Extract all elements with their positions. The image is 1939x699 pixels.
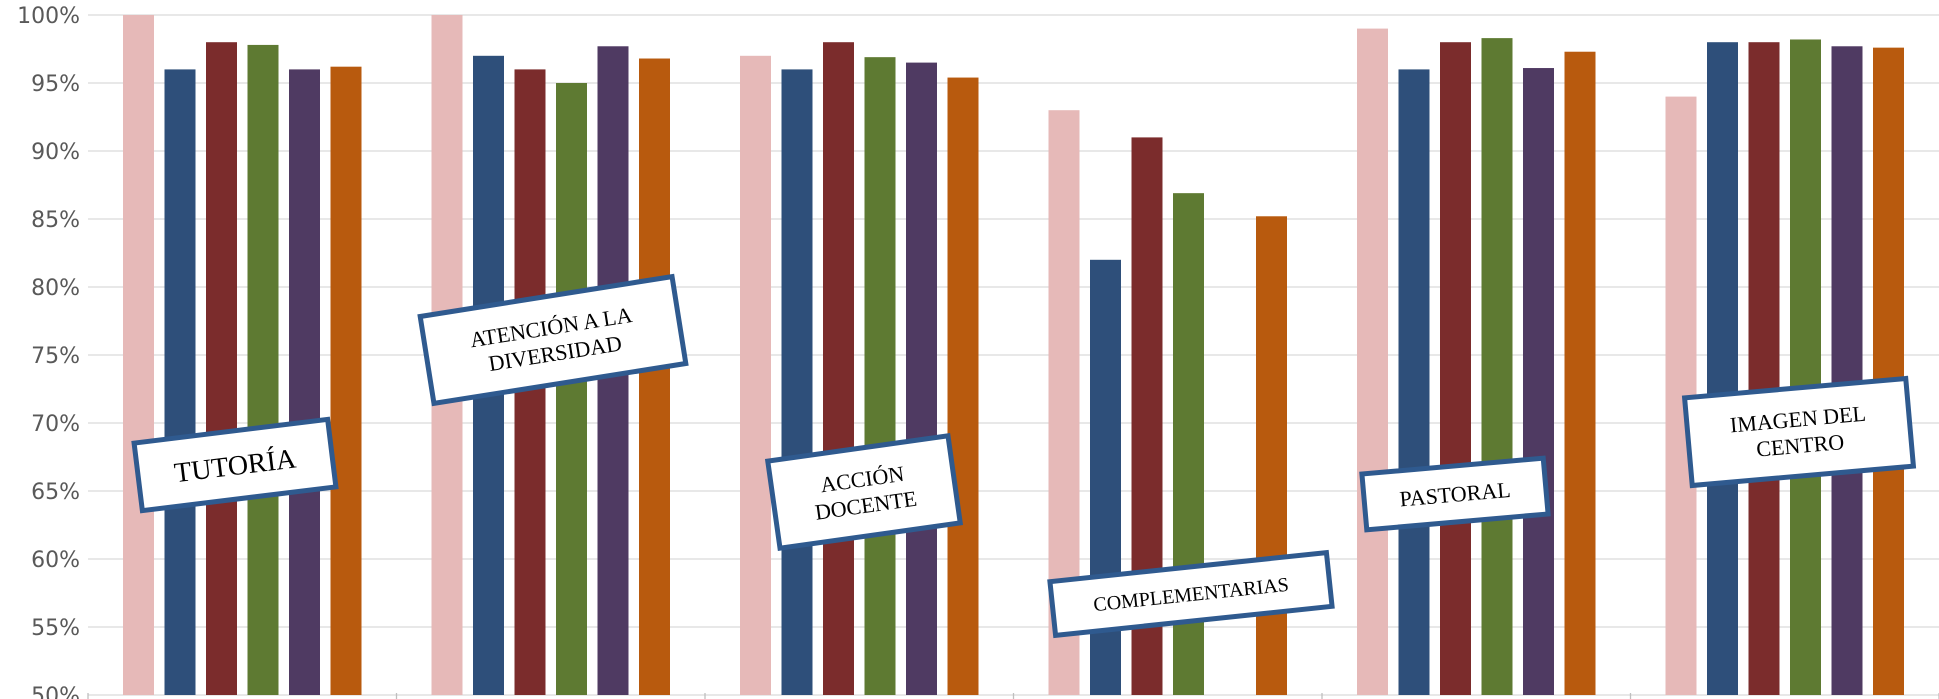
y-tick-label: 55% — [31, 616, 80, 641]
y-tick-label: 85% — [31, 208, 80, 233]
y-tick-label: 70% — [31, 412, 80, 437]
bar — [1440, 42, 1471, 695]
bar — [639, 58, 670, 695]
gridlines — [88, 14, 1939, 696]
bar — [1790, 39, 1821, 696]
bar — [1523, 68, 1554, 696]
bars — [123, 15, 1904, 696]
bar — [906, 62, 937, 696]
y-tick-label: 100% — [17, 4, 80, 29]
bar — [823, 42, 854, 695]
bar — [247, 44, 279, 696]
bar — [1564, 51, 1596, 696]
category-label-box: COMPLEMENTARIAS — [1047, 549, 1335, 639]
bar — [1707, 42, 1738, 695]
bar — [123, 15, 154, 695]
y-tick-label: 50% — [31, 684, 80, 699]
bar — [1831, 46, 1863, 695]
bar — [330, 66, 362, 696]
bar — [556, 83, 587, 695]
bar — [289, 69, 320, 695]
bar — [781, 69, 813, 695]
y-tick-label: 80% — [31, 276, 80, 301]
y-tick-label: 75% — [31, 344, 80, 369]
bar — [1357, 28, 1388, 696]
bar — [1256, 216, 1287, 695]
bar — [740, 55, 771, 696]
y-axis: 100% 95% 90% 85% 80% 75% 70% 65% 60% 55% 50% — [17, 4, 1939, 699]
y-tick-label: 65% — [31, 480, 80, 505]
category-label-box: PASTORAL — [1359, 455, 1551, 533]
y-tick-label: 60% — [31, 548, 80, 573]
bar — [206, 42, 237, 695]
bar — [864, 57, 896, 696]
y-tick-label: 95% — [31, 72, 80, 97]
bar — [164, 69, 196, 695]
bar — [1748, 42, 1780, 695]
bar — [1873, 47, 1904, 695]
y-tick-label: 90% — [31, 140, 80, 165]
bar — [947, 77, 979, 695]
bar — [1398, 69, 1430, 695]
bar — [1481, 38, 1513, 696]
category-label-box: TUTORÍA — [131, 416, 339, 514]
